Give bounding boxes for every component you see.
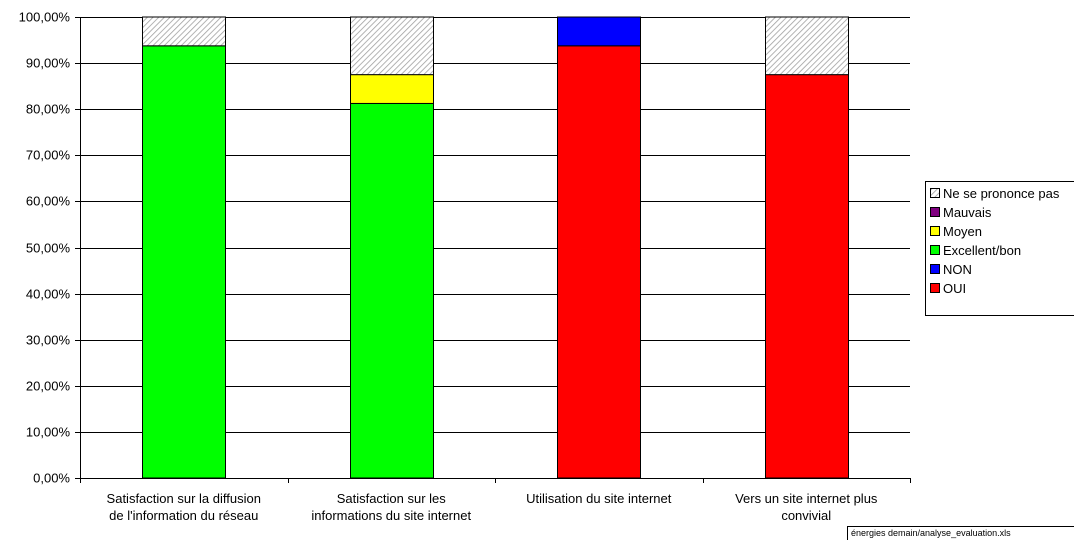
source-file-label: énergies demain/analyse_evaluation.xls [847, 526, 1074, 540]
legend-label: Ne se prononce pas [943, 186, 1060, 201]
legend-swatch [930, 283, 940, 293]
x-tick-label: Utilisation du site internet [526, 491, 672, 506]
x-tick-label: Satisfaction sur les [337, 491, 447, 506]
x-tick-label: convivial [781, 508, 831, 523]
x-tick-label: Satisfaction sur la diffusion [107, 491, 261, 506]
legend-swatch [930, 188, 940, 198]
bar-segment [142, 16, 226, 47]
legend-label: Excellent/bon [943, 243, 1021, 258]
legend-swatch [930, 264, 940, 274]
bar-segment [350, 102, 434, 479]
y-tick-label: 60,00% [26, 194, 71, 209]
x-tick-label: de l'information du réseau [109, 508, 258, 523]
bar-segment [765, 74, 849, 479]
legend-label: Mauvais [943, 205, 992, 220]
bar-segment [557, 16, 641, 47]
legend-label: Moyen [943, 224, 982, 239]
legend-swatch [930, 207, 940, 217]
bar-segment [557, 45, 641, 479]
y-tick-label: 20,00% [26, 379, 71, 394]
legend-box [925, 181, 1074, 316]
y-tick-label: 50,00% [26, 241, 71, 256]
y-tick-label: 100,00% [19, 10, 71, 25]
y-tick-label: 30,00% [26, 333, 71, 348]
x-tick-label: Vers un site internet plus [735, 491, 878, 506]
legend-swatch [930, 226, 940, 236]
y-tick-label: 80,00% [26, 102, 71, 117]
y-tick-label: 70,00% [26, 148, 71, 163]
legend-label: OUI [943, 281, 966, 296]
legend-label: NON [943, 262, 972, 277]
legend: Ne se prononce pas Mauvais Moyen Excellent/… [925, 181, 1074, 316]
y-tick-label: 40,00% [26, 287, 71, 302]
y-tick-label: 0,00% [33, 471, 70, 486]
y-tick-label: 90,00% [26, 56, 71, 71]
bars [142, 16, 849, 479]
bar-segment [765, 16, 849, 76]
bar-segment [350, 74, 434, 104]
tick-labels: 0,00% 10,00% 20,00% 30,00% 40,00% 50,00% 60,00… [19, 10, 878, 524]
x-tick-label: informations du site internet [311, 508, 471, 523]
y-tick-label: 10,00% [26, 425, 71, 440]
bar-segment [350, 16, 434, 76]
legend-swatch [930, 245, 940, 255]
bar-segment [142, 45, 226, 479]
